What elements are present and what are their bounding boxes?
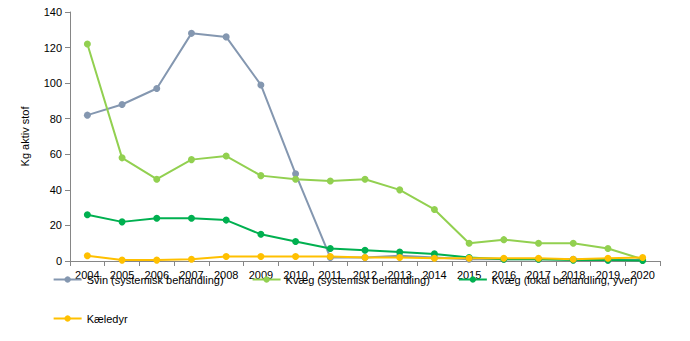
svg-text:40: 40: [50, 184, 62, 196]
svg-text:100: 100: [44, 77, 62, 89]
svg-text:2020: 2020: [630, 268, 655, 281]
svg-text:120: 120: [44, 42, 62, 54]
svg-text:140: 140: [44, 6, 62, 18]
svg-text:Kvæg (systemisk behandling): Kvæg (systemisk behandling): [286, 274, 430, 286]
svg-text:Kg aktiv stof: Kg aktiv stof: [19, 106, 31, 167]
svg-text:2009: 2009: [248, 268, 274, 281]
svg-text:2014: 2014: [422, 268, 447, 281]
svg-text:20: 20: [50, 219, 62, 231]
svg-text:80: 80: [50, 113, 62, 125]
svg-text:60: 60: [50, 148, 62, 160]
svg-text:Kvæg (lokal behandling, yver): Kvæg (lokal behandling, yver): [492, 274, 638, 286]
svg-text:Kæledyr: Kæledyr: [87, 313, 128, 325]
svg-text:2015: 2015: [456, 268, 482, 281]
svg-text:2008: 2008: [213, 268, 239, 281]
svg-text:Svin (systemisk behandling): Svin (systemisk behandling): [87, 274, 224, 286]
svg-text:0: 0: [56, 255, 62, 267]
